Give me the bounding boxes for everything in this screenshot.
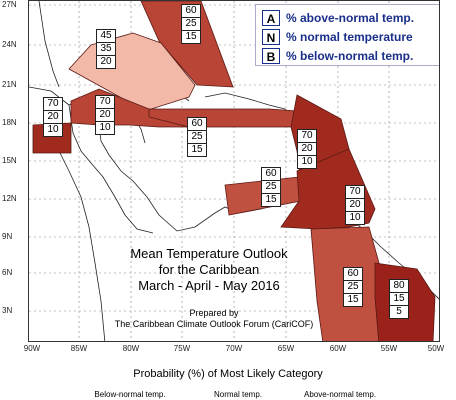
prob-above: 70: [298, 130, 316, 143]
prob-box-north-atlantic: 60 25 15: [181, 4, 201, 44]
lon-label: 85W: [70, 344, 88, 353]
legend: A % above-normal temp. N % normal temper…: [255, 4, 439, 66]
prob-above: 70: [44, 98, 62, 111]
prepared-by: Prepared by The Caribbean Climate Outloo…: [89, 308, 339, 330]
lon-label: 90W: [23, 344, 41, 353]
lon-label: 80W: [122, 344, 140, 353]
lon-label: 75W: [173, 344, 191, 353]
prob-below: 15: [347, 294, 359, 305]
prob-normal: 20: [298, 143, 316, 156]
prob-box-belize: 70 20 10: [43, 97, 63, 137]
legend-letter: A: [262, 9, 280, 26]
legend-row-above: A % above-normal temp.: [262, 9, 414, 26]
lat-label: 27N: [2, 0, 17, 9]
prob-above: 70: [346, 186, 364, 199]
prob-box-leeward-islands: 70 20 10: [297, 129, 317, 169]
prob-below: 15: [191, 144, 203, 155]
lon-label: 60W: [329, 344, 347, 353]
legend-letter: B: [262, 47, 280, 64]
prob-normal: 25: [182, 18, 200, 31]
prob-below: 15: [265, 194, 277, 205]
prob-box-guyana: 60 25 15: [343, 267, 363, 307]
lon-label: 65W: [277, 344, 295, 353]
prob-normal: 15: [390, 293, 408, 306]
prob-below: 20: [100, 56, 112, 67]
prob-normal: 25: [344, 281, 362, 294]
prob-box-hispaniola: 60 25 15: [187, 117, 207, 157]
prob-normal: 25: [188, 131, 206, 144]
category-below: Below-normal temp.: [94, 390, 166, 399]
prob-above: 60: [262, 168, 280, 181]
lon-label: 55W: [380, 344, 398, 353]
prepared-line-1: Prepared by: [189, 308, 239, 318]
category-above: Above-normal temp.: [303, 390, 377, 399]
legend-row-below: B % below-normal temp.: [262, 47, 413, 64]
prob-normal: 25: [262, 181, 280, 194]
region-north-atlantic: [140, 1, 234, 88]
lat-label: 3N: [2, 306, 13, 315]
lon-label: 50W: [427, 344, 445, 353]
title-line-1: Mean Temperature Outlook: [130, 246, 288, 261]
category-normal: Normal temp.: [213, 390, 263, 399]
prob-above: 45: [97, 30, 115, 43]
prob-above: 60: [188, 118, 206, 131]
legend-text: % below-normal temp.: [286, 48, 414, 63]
prob-box-cayman-jamaica: 70 20 10: [95, 95, 115, 135]
map-frame: A % above-normal temp. N % normal temper…: [28, 0, 440, 342]
lat-label: 6N: [2, 268, 13, 277]
prob-above: 70: [96, 96, 114, 109]
prob-below: 5: [396, 306, 402, 317]
prob-above: 60: [344, 268, 362, 281]
prob-below: 10: [47, 124, 59, 135]
prob-below: 10: [301, 156, 313, 167]
prepared-line-2: The Caribbean Climate Outlook Forum (Car…: [114, 319, 314, 329]
legend-text: % normal temperature: [286, 29, 413, 44]
lon-label: 70W: [225, 344, 243, 353]
prob-normal: 35: [97, 43, 115, 56]
title-line-3: March - April - May 2016: [138, 278, 280, 293]
prob-normal: 20: [44, 111, 62, 124]
prob-box-windward-islands: 70 20 10: [345, 185, 365, 225]
lat-label: 18N: [2, 118, 17, 127]
prob-above: 80: [390, 280, 408, 293]
title-line-2: for the Caribbean: [158, 262, 260, 277]
lat-label: 15N: [2, 156, 17, 165]
prob-normal: 20: [96, 109, 114, 122]
prob-below: 15: [185, 31, 197, 42]
lat-label: 24N: [2, 40, 17, 49]
legend-text: % above-normal temp.: [286, 10, 415, 25]
prob-below: 10: [99, 122, 111, 133]
prob-box-suriname-guiana: 80 15 5: [389, 279, 409, 319]
prob-above: 60: [182, 5, 200, 18]
prob-box-abc-islands: 60 25 15: [261, 167, 281, 207]
legend-row-normal: N % normal temperature: [262, 28, 413, 45]
map-title: Mean Temperature Outlook for the Caribbe…: [79, 246, 339, 294]
lat-label: 12N: [2, 194, 17, 203]
prob-normal: 20: [346, 199, 364, 212]
lat-label: 21N: [2, 80, 17, 89]
prob-below: 10: [349, 212, 361, 223]
probability-caption: Probability (%) of Most Likely Category: [133, 368, 323, 380]
prob-box-bahamas: 45 35 20: [96, 29, 116, 69]
lat-label: 9N: [2, 232, 13, 241]
legend-letter: N: [262, 28, 280, 45]
